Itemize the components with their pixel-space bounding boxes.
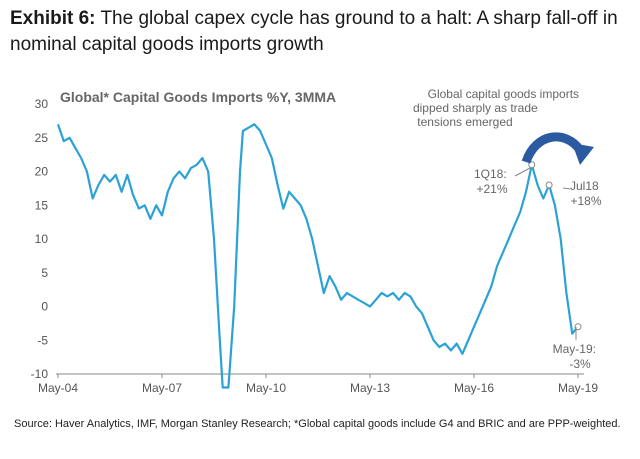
data-marker: [545, 181, 553, 189]
callout-line-1: Global capital goods imports: [428, 87, 579, 101]
y-tick-label: 20: [35, 165, 49, 179]
y-tick-label: 0: [41, 300, 48, 314]
exhibit-label: Exhibit 6:: [10, 8, 96, 29]
annotation-1q18-label: 1Q18:: [474, 167, 507, 181]
annotation-1q18-leader: [514, 167, 531, 177]
series-line: [56, 123, 579, 389]
x-tick-label: May-16: [454, 381, 494, 395]
annotation-jul18: Jul18 +18%: [570, 179, 602, 208]
annotation-jul18-value: +18%: [570, 194, 601, 208]
y-tick-label: 5: [41, 266, 48, 280]
x-tick-label: May-10: [246, 381, 286, 395]
annotation-jul18-leader: [562, 187, 571, 190]
y-axis: 30 25 20 15 10 5 0 -5 -10: [31, 97, 49, 381]
y-tick-label: 30: [35, 97, 49, 111]
annotation-callout: Global capital goods imports dipped shar…: [413, 87, 582, 129]
y-tick-label: -5: [37, 333, 48, 347]
y-tick-label: 25: [35, 131, 49, 145]
x-tick-label: May-07: [142, 381, 182, 395]
y-tick-label: 10: [35, 232, 49, 246]
annotation-may19: May-19: -3%: [553, 342, 600, 371]
annotation-1q18: 1Q18: +21%: [474, 167, 510, 196]
callout-line-2: dipped sharply as trade: [413, 101, 538, 115]
x-axis: May-04 May-07 May-10 May-13 May-16 May-19: [38, 374, 598, 395]
y-tick-label: 15: [35, 198, 49, 212]
exhibit-title: Exhibit 6: The global capex cycle has gr…: [10, 6, 630, 58]
y-tick-label: -10: [31, 367, 49, 381]
arrow-head-icon: [572, 143, 594, 165]
curved-arrow-icon: [521, 132, 584, 164]
x-tick-label: May-13: [350, 381, 390, 395]
annotation-1q18-value: +21%: [476, 182, 507, 196]
annotation-may19-value: -3%: [569, 357, 591, 371]
annotation-jul18-label: Jul18: [570, 179, 599, 193]
exhibit-title-text: The global capex cycle has ground to a h…: [10, 8, 618, 55]
source-note: Source: Haver Analytics, IMF, Morgan Sta…: [14, 418, 621, 430]
x-tick-label: May-19: [558, 381, 598, 395]
annotation-may19-label: May-19:: [553, 342, 596, 356]
chart-title: Global* Capital Goods Imports %Y, 3MMA: [60, 89, 336, 105]
callout-line-3: tensions emerged: [417, 115, 512, 129]
x-tick-label: May-04: [38, 381, 78, 395]
